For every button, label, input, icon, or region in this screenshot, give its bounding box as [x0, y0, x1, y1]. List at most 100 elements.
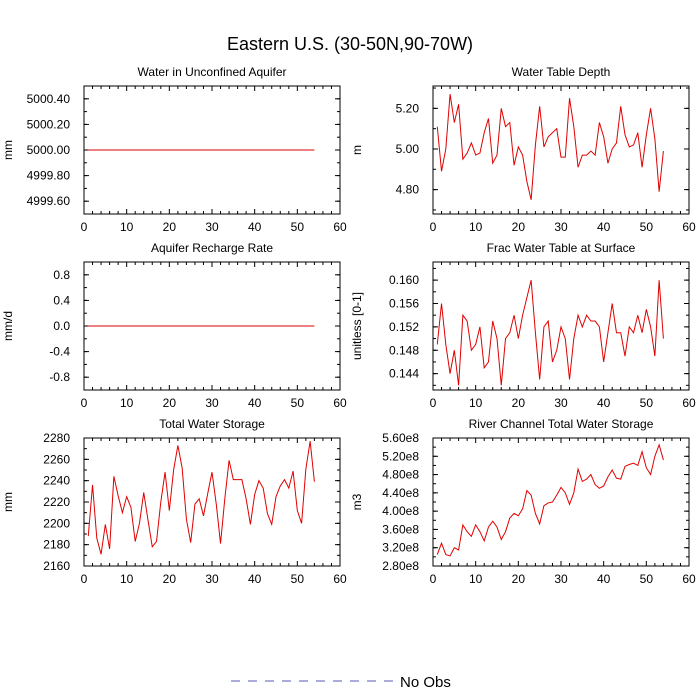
y-tick-label: 2240 [43, 474, 70, 488]
y-tick-label: 2220 [43, 495, 70, 509]
y-tick-label: 2.80e8 [382, 559, 419, 573]
x-tick-label: 60 [333, 396, 347, 410]
x-tick-label: 10 [469, 396, 483, 410]
x-tick-label: 20 [512, 396, 526, 410]
series-line-1850_148 [436, 94, 664, 200]
y-tick-label: 0.156 [389, 296, 419, 310]
y-axis-label: unitless [0-1] [350, 292, 364, 360]
y-tick-label: 4.40e8 [382, 486, 419, 500]
x-tick-label: 40 [597, 396, 611, 410]
panel-title: Water Table Depth [512, 65, 611, 79]
y-tick-label: 3.20e8 [382, 541, 419, 555]
x-tick-label: 20 [163, 396, 177, 410]
x-tick-label: 40 [248, 220, 262, 234]
x-tick-label: 30 [554, 220, 568, 234]
legend: No Obs1850_148 [231, 674, 451, 691]
y-tick-label: 4999.60 [27, 194, 71, 208]
page-title: Eastern U.S. (30-50N,90-70W) [226, 34, 474, 54]
x-tick-label: 10 [469, 572, 483, 586]
x-tick-label: 40 [248, 572, 262, 586]
y-axis-label: mm/d [1, 311, 15, 341]
y-tick-label: 5.00 [396, 142, 420, 156]
panel-title: River Channel Total Water Storage [469, 417, 654, 431]
y-tick-label: 2280 [43, 431, 70, 445]
x-tick-label: 10 [469, 220, 483, 234]
panel-title: Frac Water Table at Surface [487, 241, 636, 255]
y-tick-label: 2260 [43, 452, 70, 466]
y-tick-label: 5.60e8 [382, 431, 419, 445]
panel-6: River Channel Total Water Storage m3 0 10 20… [350, 417, 696, 586]
x-tick-label: 20 [512, 220, 526, 234]
series-line-1850_148 [87, 441, 315, 555]
x-tick-label: 0 [81, 396, 88, 410]
panel-3: Aquifer Recharge Rate mm/d 0 10 20 30 40 50 60 -0… [1, 241, 347, 410]
x-tick-label: 10 [120, 396, 134, 410]
y-axis-label: mm [1, 140, 15, 160]
x-tick-label: 30 [554, 572, 568, 586]
x-tick-label: 0 [430, 396, 437, 410]
y-axis-label: m [350, 145, 364, 155]
y-tick-label: 4999.80 [27, 169, 71, 183]
x-tick-label: 60 [682, 572, 696, 586]
x-tick-label: 0 [430, 220, 437, 234]
legend-label: No Obs [400, 674, 451, 691]
y-tick-label: 0.160 [389, 273, 419, 287]
x-tick-label: 30 [205, 396, 219, 410]
x-tick-label: 50 [640, 220, 654, 234]
x-tick-label: 30 [205, 220, 219, 234]
x-tick-label: 0 [430, 572, 437, 586]
y-tick-label: 5000.00 [27, 143, 71, 157]
x-tick-label: 50 [291, 396, 305, 410]
x-tick-label: 60 [333, 220, 347, 234]
y-tick-label: 0.152 [389, 320, 419, 334]
x-tick-label: 50 [640, 396, 654, 410]
y-tick-label: 2180 [43, 538, 70, 552]
y-tick-label: 0.0 [53, 319, 70, 333]
y-tick-label: 0.144 [389, 367, 419, 381]
panel-1: Water in Unconfined Aquifer mm 0 10 20 30 40 50… [1, 65, 347, 234]
x-tick-label: 30 [554, 396, 568, 410]
panel-title: Aquifer Recharge Rate [151, 241, 273, 255]
y-tick-label: 5000.20 [27, 117, 71, 131]
x-tick-label: 10 [120, 220, 134, 234]
y-tick-label: 3.60e8 [382, 522, 419, 536]
x-tick-label: 50 [291, 220, 305, 234]
y-tick-label: 5.20 [396, 101, 420, 115]
series-line-1850_148 [436, 280, 664, 386]
y-tick-label: 4.80e8 [382, 468, 419, 482]
y-tick-label: -0.8 [49, 370, 70, 384]
y-tick-label: 2200 [43, 516, 70, 530]
y-tick-label: 4.80 [396, 183, 420, 197]
x-tick-label: 60 [682, 220, 696, 234]
x-tick-label: 20 [512, 572, 526, 586]
y-tick-label: 0.8 [53, 268, 70, 282]
x-tick-label: 20 [163, 572, 177, 586]
x-tick-label: 40 [597, 220, 611, 234]
x-tick-label: 60 [333, 572, 347, 586]
y-axis-label: m3 [350, 493, 364, 510]
x-tick-label: 0 [81, 220, 88, 234]
x-tick-label: 40 [248, 396, 262, 410]
x-tick-label: 20 [163, 220, 177, 234]
plot-frame [432, 85, 690, 215]
panel-4: Frac Water Table at Surface unitless [0-1… [350, 241, 696, 410]
x-tick-label: 50 [640, 572, 654, 586]
y-axis-label: mm [1, 492, 15, 512]
y-tick-label: -0.4 [49, 345, 70, 359]
y-tick-label: 4.00e8 [382, 504, 419, 518]
y-tick-label: 0.148 [389, 343, 419, 357]
y-tick-label: 5000.40 [27, 92, 71, 106]
x-tick-label: 10 [120, 572, 134, 586]
panel-title: Water in Unconfined Aquifer [138, 65, 287, 79]
plot-frame [83, 437, 341, 567]
x-tick-label: 0 [81, 572, 88, 586]
y-tick-label: 2160 [43, 559, 70, 573]
y-tick-label: 5.20e8 [382, 449, 419, 463]
panel-5: Total Water Storage mm 0 10 20 30 40 50 60 2160 21… [1, 417, 347, 586]
panel-title: Total Water Storage [159, 417, 265, 431]
x-tick-label: 50 [291, 572, 305, 586]
series-line-1850_148 [436, 443, 664, 557]
x-tick-label: 60 [682, 396, 696, 410]
x-tick-label: 40 [597, 572, 611, 586]
y-tick-label: 0.4 [53, 293, 70, 307]
